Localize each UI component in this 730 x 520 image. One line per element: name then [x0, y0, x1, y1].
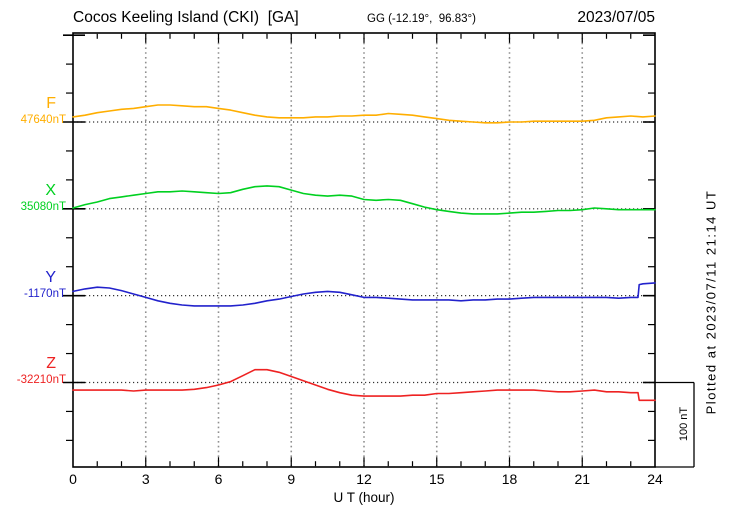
series-name: F	[46, 95, 56, 112]
x-tick-label: 12	[356, 471, 372, 487]
series-name: Y	[45, 269, 56, 286]
station-title: Cocos Keeling Island (CKI) [GA]	[73, 9, 299, 26]
x-tick-label: 3	[141, 471, 150, 487]
series-label-x: X 35080nT	[0, 183, 68, 214]
series-value: -1170nT	[24, 288, 66, 300]
series-label-f: F 47640nT	[0, 96, 68, 127]
series-value: 35080nT	[20, 201, 66, 213]
x-tick-label: 18	[501, 471, 518, 487]
series-name: Z	[46, 355, 56, 372]
x-tick-label: 6	[214, 471, 223, 487]
x-tick-label: 0	[69, 471, 77, 487]
x-tick-label: 9	[287, 471, 296, 487]
series-label-y: Y -1170nT	[0, 270, 68, 301]
x-tick-label: 15	[428, 471, 445, 487]
series-value: 47640nT	[20, 114, 66, 126]
x-tick-label: 24	[647, 471, 663, 487]
series-label-z: Z -32210nT	[0, 356, 68, 387]
scale-bar-label: 100 nT	[678, 406, 690, 442]
x-tick-label: 21	[574, 471, 591, 487]
x-axis-label: U T (hour)	[333, 490, 395, 505]
series-value: -32210nT	[16, 374, 66, 386]
observatory-coordinates: GG (-12.19°, 96.83°)	[367, 13, 476, 25]
plot-date: 2023/07/05	[577, 9, 655, 26]
series-name: X	[45, 182, 56, 199]
plot-timestamp: Plotted at 2023/07/11 21:14 UT	[703, 189, 719, 415]
